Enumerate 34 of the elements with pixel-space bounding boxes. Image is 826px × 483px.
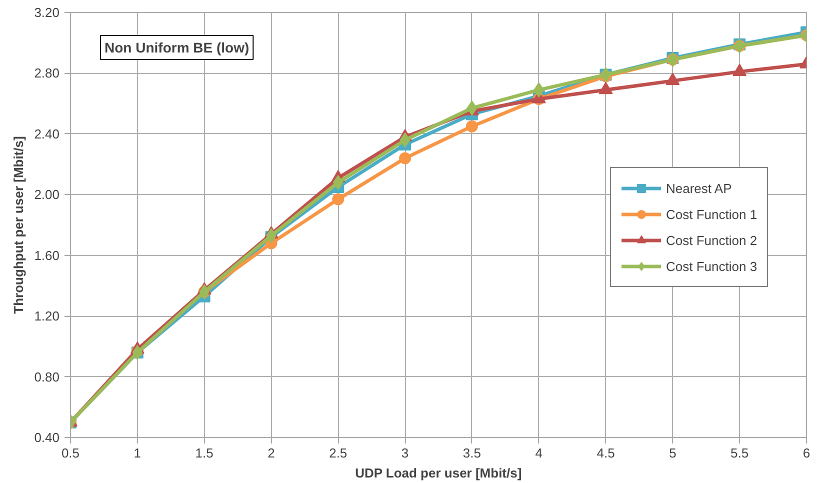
y-tick-label: 3.20 [34, 5, 60, 20]
y-tick-label: 2.00 [34, 187, 60, 202]
x-tick-label: 1.5 [195, 446, 214, 460]
point [466, 100, 478, 116]
x-tick-label: 5.5 [730, 446, 749, 460]
y-tick-label: 1.20 [34, 308, 60, 324]
x-tick-label: 6 [802, 446, 810, 460]
point [332, 175, 344, 190]
x-tick-label: 2.5 [329, 446, 348, 460]
y-tick-label: 0.40 [34, 430, 60, 445]
x-tick-label: 2 [268, 446, 275, 460]
y-tick-label: 0.80 [34, 369, 60, 384]
legend-label: Cost Function 2 [666, 232, 758, 248]
y-tick-label: 2.80 [34, 66, 60, 81]
legend-label: Nearest AP [666, 180, 732, 196]
x-tick-label: 3 [401, 446, 409, 460]
y-tick-label: 2.40 [34, 126, 60, 142]
point [534, 82, 544, 98]
x-tick-label: 1 [134, 446, 142, 460]
x-axis-title: UDP Load per user [Mbit/s] [355, 466, 522, 480]
point [400, 132, 410, 148]
legend-label: Cost Function 1 [666, 206, 758, 222]
y-axis-title: Throughput per user [Mbit/s] [11, 136, 26, 314]
point [399, 152, 412, 164]
legend-label: Cost Function 3 [666, 258, 758, 274]
point [466, 120, 478, 132]
x-tick-label: 3.5 [462, 446, 481, 460]
x-tick-label: 0.5 [61, 446, 80, 460]
y-tick-label: 1.60 [34, 248, 60, 263]
text: Non Uniform BE (low) [104, 40, 250, 56]
x-tick-label: 4 [535, 446, 542, 460]
x-tick-label: 4.5 [596, 446, 615, 460]
point [332, 193, 344, 206]
x-tick-label: 5 [669, 446, 676, 460]
